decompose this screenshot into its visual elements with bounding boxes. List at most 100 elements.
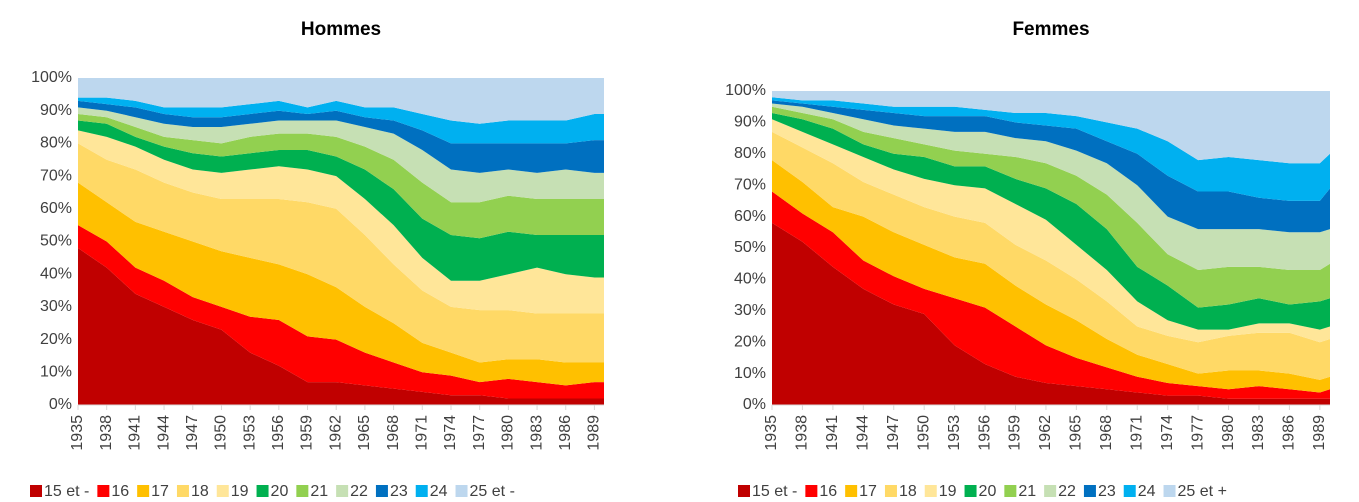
legend-swatch <box>176 485 189 497</box>
x-tick-label: 1974 <box>1159 415 1176 451</box>
area <box>78 107 604 203</box>
x-tick-label: 1965 <box>356 415 373 451</box>
x-tick-label: 1977 <box>1189 415 1206 451</box>
x-tick-label: 1971 <box>414 415 431 451</box>
x-tick-label: 1941 <box>127 415 144 451</box>
legend-swatch <box>1163 485 1176 497</box>
x-tick-label: 1986 <box>557 415 574 451</box>
x-tick-label: 1953 <box>946 415 963 451</box>
legend-swatch <box>964 485 977 497</box>
legend-swatch <box>336 485 349 497</box>
y-tick-label: 50% <box>40 233 72 250</box>
legend-swatch <box>1083 485 1096 497</box>
x-tick-label: 1983 <box>1250 415 1267 451</box>
legend-label: 20 <box>271 483 289 500</box>
legend-swatch <box>455 485 468 497</box>
y-tick-label: 80% <box>734 145 766 162</box>
legend-label: 18 <box>191 483 209 500</box>
x-tick-label: 1935 <box>69 415 86 451</box>
y-tick-label: 100% <box>725 82 766 99</box>
x-tick-label: 1989 <box>586 415 603 451</box>
y-tick-label: 20% <box>40 331 72 348</box>
y-tick-label: 40% <box>40 265 72 282</box>
legend-label: 22 <box>350 483 368 500</box>
x-tick-label: 1941 <box>824 415 841 451</box>
chart-title: Hommes <box>301 19 381 40</box>
legend-label: 15 et - <box>752 483 797 500</box>
x-tick-label: 1986 <box>1281 415 1298 451</box>
area <box>772 191 1330 399</box>
x-tick-label: 1947 <box>184 415 201 451</box>
area <box>78 130 604 314</box>
x-tick-label: 1974 <box>442 415 459 451</box>
x-tick-label: 1962 <box>1037 415 1054 451</box>
area <box>772 97 1330 201</box>
area <box>772 222 1330 405</box>
legend-swatch <box>924 485 937 497</box>
y-tick-label: 40% <box>734 271 766 288</box>
x-tick-label: 1938 <box>98 415 115 451</box>
y-tick-label: 0% <box>743 396 766 413</box>
x-tick-label: 1983 <box>528 415 545 451</box>
y-tick-label: 50% <box>734 239 766 256</box>
legend-label: 25 et - <box>470 483 515 500</box>
legend-swatch <box>137 485 150 497</box>
area <box>78 248 604 405</box>
x-tick-label: 1959 <box>299 415 316 451</box>
area <box>772 91 1330 164</box>
legend-label: 21 <box>1018 483 1036 500</box>
legend-label: 24 <box>1138 483 1156 500</box>
area <box>772 103 1330 270</box>
area <box>78 113 604 239</box>
area <box>78 78 604 124</box>
x-tick-label: 1989 <box>1311 415 1328 451</box>
legend-label: 23 <box>390 483 408 500</box>
legend-swatch <box>738 485 750 497</box>
y-tick-label: 10% <box>734 365 766 382</box>
legend-swatch <box>415 485 428 497</box>
legend-label: 17 <box>151 483 169 500</box>
x-tick-label: 1935 <box>763 415 780 451</box>
y-tick-label: 30% <box>40 298 72 315</box>
y-tick-label: 70% <box>40 167 72 184</box>
area <box>772 100 1330 233</box>
legend-label: 20 <box>979 483 997 500</box>
x-tick-label: 1956 <box>976 415 993 451</box>
x-tick-label: 1980 <box>1220 415 1237 451</box>
x-tick-label: 1968 <box>1098 415 1115 451</box>
legend-swatch <box>805 485 818 497</box>
y-tick-label: 80% <box>40 135 72 152</box>
area <box>78 120 604 281</box>
x-tick-label: 1950 <box>915 415 932 451</box>
legend-label: 16 <box>111 483 129 500</box>
legend-swatch <box>256 485 269 497</box>
legend-label: 16 <box>819 483 837 500</box>
y-tick-label: 10% <box>40 364 72 381</box>
legend-swatch <box>375 485 388 497</box>
area <box>772 112 1330 330</box>
area <box>772 119 1330 343</box>
x-tick-label: 1968 <box>385 415 402 451</box>
legend-label: 21 <box>310 483 328 500</box>
area <box>78 143 604 363</box>
legend-label: 15 et - <box>44 483 89 500</box>
y-tick-label: 70% <box>734 176 766 193</box>
x-tick-label: 1965 <box>1068 415 1085 451</box>
y-tick-label: 60% <box>40 200 72 217</box>
y-tick-label: 20% <box>734 333 766 350</box>
legend-swatch <box>1004 485 1017 497</box>
legend-swatch <box>30 485 42 497</box>
x-tick-label: 1944 <box>855 415 872 451</box>
area <box>78 100 604 173</box>
area <box>78 225 604 399</box>
x-tick-label: 1980 <box>500 415 517 451</box>
area <box>772 160 1330 393</box>
x-tick-label: 1953 <box>241 415 258 451</box>
area <box>78 182 604 386</box>
legend-swatch <box>296 485 309 497</box>
x-tick-label: 1947 <box>885 415 902 451</box>
y-tick-label: 90% <box>734 114 766 131</box>
legend-swatch <box>845 485 858 497</box>
area <box>772 131 1330 380</box>
